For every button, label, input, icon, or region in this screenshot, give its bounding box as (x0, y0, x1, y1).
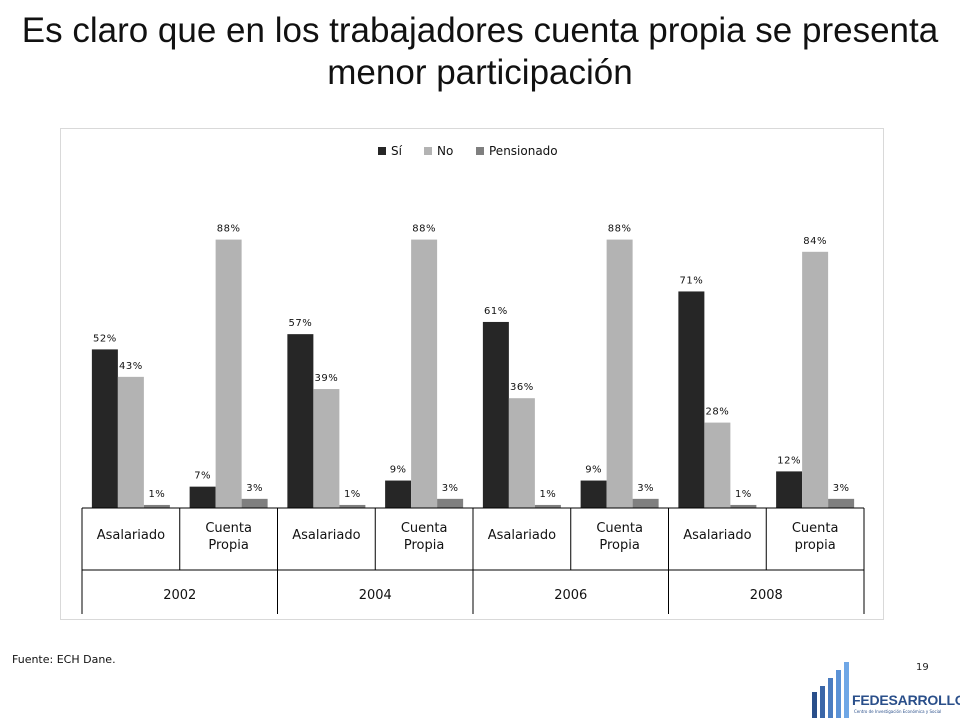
bar-si-2006-cuenta-propia (580, 480, 607, 508)
bar-chart: Sí No Pensionado 52% 43% 1% 7% 88% 3% 57% 39% 1% 9%… (81, 144, 865, 614)
source-note: Fuente: ECH Dane. (12, 653, 116, 666)
bar-pensionado-2006-asalariado (534, 504, 561, 508)
legend-label-pensionado: Pensionado (489, 144, 558, 158)
category-label-2008-cuenta-propia: Cuenta propia (792, 521, 839, 553)
bar-si-2006-asalariado (482, 321, 509, 508)
bar-no-2004-asalariado (313, 389, 340, 508)
category-label-2006-cuenta-propia: Cuenta Propia (596, 521, 643, 553)
data-label-si-2006-cuenta-propia: 9% (585, 465, 602, 476)
data-label-pensionado-2004-asalariado: 1% (344, 489, 361, 500)
bar-pensionado-2006-cuenta-propia (632, 498, 659, 508)
legend-swatch-no (424, 147, 432, 155)
fedesarrollo-logo: FEDESARROLLO Centro de Investigación Eco… (808, 658, 960, 720)
data-label-pensionado-2008-cuenta-propia: 3% (833, 483, 850, 494)
chart-axis: Asalariado Cuenta Propia Asalariado Cuenta Pr… (81, 507, 865, 614)
slide-title: Es claro que en los trabajadores cuenta … (21, 11, 939, 92)
chart-bars (91, 239, 855, 509)
group-label-2002: 2002 (163, 588, 196, 603)
data-label-si-2006-asalariado: 61% (484, 306, 508, 317)
data-label-pensionado-2004-cuenta-propia: 3% (442, 483, 459, 494)
data-label-si-2004-cuenta-propia: 9% (390, 465, 407, 476)
chart-legend: Sí No Pensionado (378, 144, 558, 158)
legend-label-no: No (437, 144, 453, 158)
category-label-2004-asalariado: Asalariado (292, 528, 360, 543)
data-label-si-2002-asalariado: 52% (93, 333, 117, 344)
bar-no-2002-cuenta-propia (215, 239, 242, 508)
page-number: 19 (916, 662, 929, 673)
bar-no-2004-cuenta-propia (411, 239, 438, 508)
logo-tagline: Centro de Investigación Económica y Soci… (854, 709, 942, 714)
bar-pensionado-2002-asalariado (143, 504, 170, 508)
data-label-no-2006-cuenta-propia: 88% (608, 224, 632, 235)
bar-pensionado-2008-cuenta-propia (828, 498, 855, 508)
data-label-no-2002-asalariado: 43% (119, 361, 143, 372)
group-label-2008: 2008 (750, 588, 783, 603)
chart-data-labels: 52% 43% 1% 7% 88% 3% 57% 39% 1% 9% 88% 3% 61% 36% 1% 9%… (93, 224, 850, 500)
logo-wordmark: FEDESARROLLO (852, 692, 960, 708)
bar-si-2002-asalariado (91, 349, 118, 508)
data-label-pensionado-2002-cuenta-propia: 3% (246, 483, 263, 494)
legend-swatch-pensionado (476, 147, 484, 155)
data-label-si-2002-cuenta-propia: 7% (194, 471, 211, 482)
category-label-2006-asalariado: Asalariado (488, 528, 556, 543)
bar-si-2004-cuenta-propia (385, 480, 412, 508)
bar-no-2002-asalariado (117, 376, 144, 508)
bar-pensionado-2008-asalariado (730, 504, 757, 508)
data-label-pensionado-2008-asalariado: 1% (735, 489, 752, 500)
category-label-2008-asalariado: Asalariado (683, 528, 751, 543)
legend-swatch-si (378, 147, 386, 155)
data-label-si-2004-asalariado: 57% (289, 318, 313, 329)
bar-pensionado-2004-asalariado (339, 504, 366, 508)
data-label-si-2008-asalariado: 71% (680, 275, 704, 286)
data-label-pensionado-2002-asalariado: 1% (148, 489, 165, 500)
bar-no-2008-asalariado (704, 422, 731, 508)
bar-no-2008-cuenta-propia (802, 251, 829, 509)
category-label-2002-cuenta-propia: Cuenta Propia (205, 521, 252, 553)
bar-no-2006-asalariado (508, 398, 535, 508)
data-label-no-2004-cuenta-propia: 88% (412, 224, 436, 235)
bar-pensionado-2002-cuenta-propia (241, 498, 268, 508)
data-label-si-2008-cuenta-propia: 12% (777, 455, 801, 466)
bar-si-2004-asalariado (287, 334, 314, 508)
bar-no-2006-cuenta-propia (606, 239, 633, 508)
data-label-no-2002-cuenta-propia: 88% (217, 224, 241, 235)
bar-pensionado-2004-cuenta-propia (437, 498, 464, 508)
bar-si-2002-cuenta-propia (189, 486, 216, 508)
logo-bars-icon (812, 662, 849, 718)
category-label-2002-asalariado: Asalariado (97, 528, 165, 543)
data-label-no-2006-asalariado: 36% (510, 382, 534, 393)
data-label-no-2004-asalariado: 39% (315, 373, 339, 384)
category-label-2004-cuenta-propia: Cuenta Propia (401, 521, 448, 553)
data-label-no-2008-cuenta-propia: 84% (803, 236, 827, 247)
bar-si-2008-cuenta-propia (776, 471, 803, 508)
chart-frame (60, 128, 884, 620)
group-label-2006: 2006 (554, 588, 587, 603)
bar-si-2008-asalariado (678, 291, 705, 508)
legend-label-si: Sí (391, 144, 403, 158)
data-label-pensionado-2006-cuenta-propia: 3% (637, 483, 654, 494)
data-label-pensionado-2006-asalariado: 1% (539, 489, 556, 500)
group-label-2004: 2004 (359, 588, 392, 603)
data-label-no-2008-asalariado: 28% (706, 407, 730, 418)
